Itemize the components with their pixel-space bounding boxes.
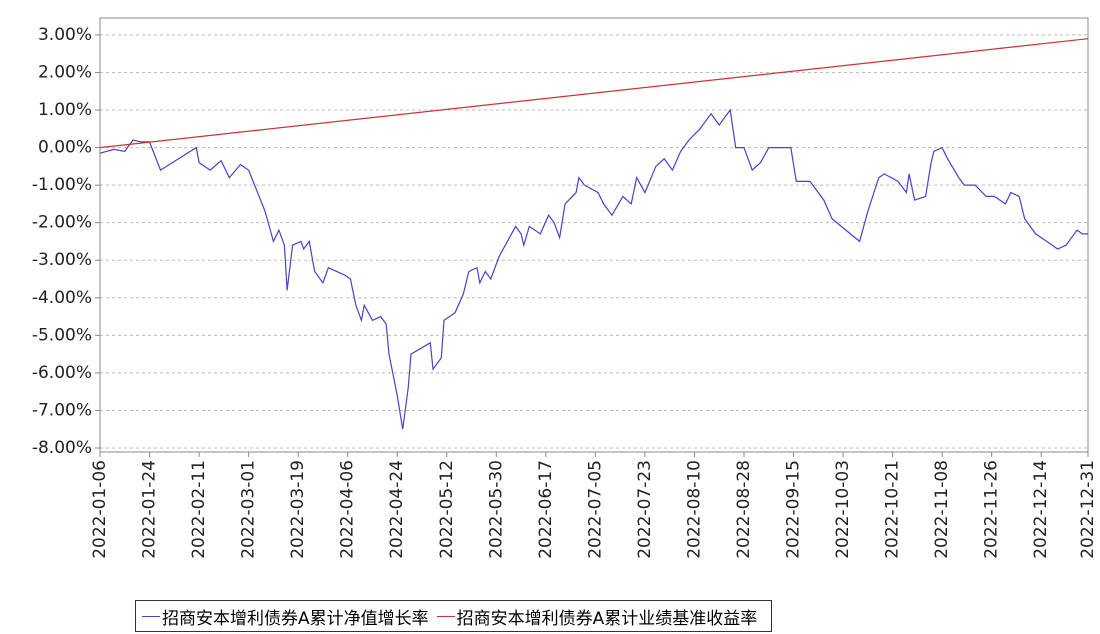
y-tick-label: -8.00% xyxy=(32,438,92,458)
x-tick-label: 2022-10-21 xyxy=(883,460,903,559)
y-tick-label: -3.00% xyxy=(32,250,92,270)
y-tick-label: -5.00% xyxy=(32,325,92,345)
x-tick-label: 2022-12-14 xyxy=(1031,460,1051,559)
chart: 3.00% 2.00% 1.00% 0.00% -1.00% -2.00% -3.00% -4… xyxy=(32,17,1098,559)
x-tick-label: 2022-08-28 xyxy=(734,460,754,559)
series-line xyxy=(99,38,1089,149)
y-tick-label: -7.00% xyxy=(32,400,92,420)
y-tick-label: 0.00% xyxy=(38,138,92,158)
legend-item: 招商安本增利债券A累计净值增长率 xyxy=(142,604,429,629)
x-tick-label: 2022-07-23 xyxy=(635,460,655,559)
x-tick-label: 2022-12-31 xyxy=(1078,460,1098,559)
y-tick-label: 2.00% xyxy=(38,62,92,82)
x-tick-label: 2022-07-05 xyxy=(585,460,605,559)
x-tick-label: 2022-06-17 xyxy=(536,460,556,559)
x-tick-label: 2022-01-24 xyxy=(140,460,160,559)
x-tick-label: 2022-11-08 xyxy=(932,460,952,559)
x-tick-label: 2022-03-01 xyxy=(239,460,259,559)
y-tick-label: -4.00% xyxy=(32,288,92,308)
legend-swatch xyxy=(142,615,160,617)
y-tick-label: -2.00% xyxy=(32,213,92,233)
plot-border xyxy=(99,17,1089,453)
x-tick-label: 2022-08-10 xyxy=(684,460,704,559)
x-tick-label: 2022-05-12 xyxy=(437,460,457,559)
legend-label: 招商安本增利债券A累计净值增长率 xyxy=(162,608,429,629)
x-tick-label: 2022-03-19 xyxy=(288,460,308,559)
y-tick-label: 3.00% xyxy=(38,25,92,45)
x-tick-label: 2022-01-06 xyxy=(90,460,110,559)
x-tick-label: 2022-02-11 xyxy=(189,460,209,559)
x-tick-label: 2022-05-30 xyxy=(486,460,506,559)
y-tick-label: -1.00% xyxy=(32,175,92,195)
x-tick-label: 2022-11-26 xyxy=(982,460,1002,559)
x-tick-label: 2022-04-06 xyxy=(338,460,358,559)
legend-item: 招商安本增利债券A累计业绩基准收益率 xyxy=(436,604,758,629)
legend-label: 招商安本增利债券A累计业绩基准收益率 xyxy=(456,608,758,629)
legend: 招商安本增利债券A累计净值增长率 招商安本增利债券A累计业绩基准收益率 xyxy=(135,600,773,632)
series-line xyxy=(99,108,1088,430)
x-tick-label: 2022-09-15 xyxy=(784,460,804,559)
legend-swatch xyxy=(436,615,455,617)
x-tick-label: 2022-10-03 xyxy=(833,460,853,559)
y-tick-label: 1.00% xyxy=(38,100,92,120)
y-tick-label: -6.00% xyxy=(32,363,92,383)
x-tick-label: 2022-04-24 xyxy=(387,460,407,559)
